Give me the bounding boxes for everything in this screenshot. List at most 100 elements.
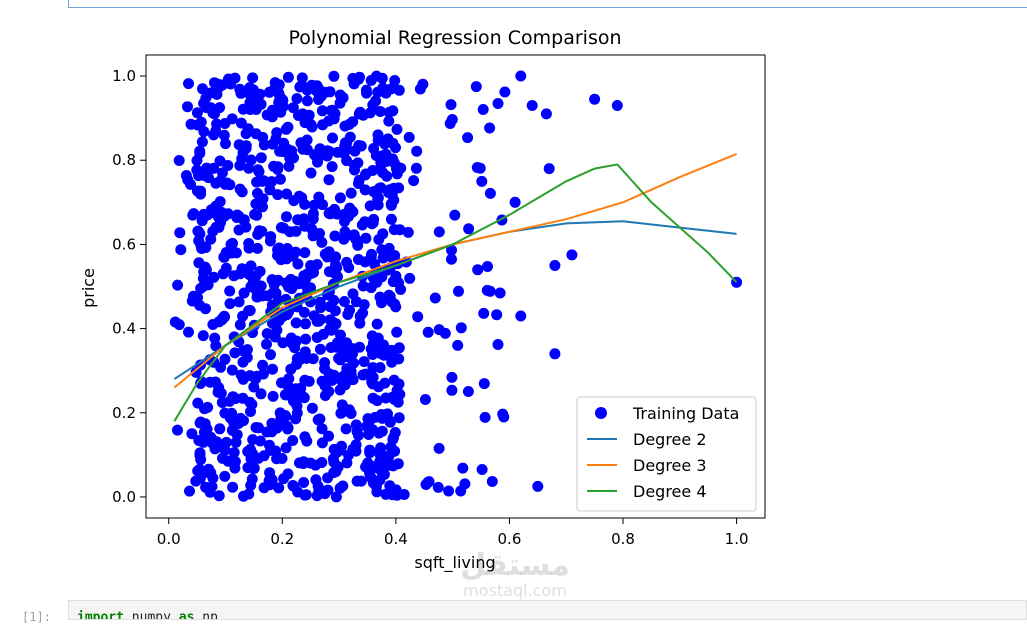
scatter-point <box>327 324 339 336</box>
scatter-point <box>402 226 414 238</box>
scatter-point <box>372 134 384 146</box>
scatter-point <box>220 138 231 150</box>
scatter-point <box>373 381 385 393</box>
scatter-point <box>394 224 406 236</box>
scatter-point <box>258 175 270 187</box>
scatter-point <box>288 195 300 207</box>
scatter-point <box>337 92 349 104</box>
scatter-point <box>328 369 340 381</box>
scatter-point <box>457 462 469 474</box>
scatter-point <box>299 247 311 259</box>
scatter-point <box>499 86 511 98</box>
scatter-point <box>334 192 346 204</box>
scatter-point <box>345 187 357 199</box>
scatter-point <box>209 332 221 344</box>
scatter-point <box>376 425 388 437</box>
scatter-point <box>455 322 467 334</box>
scatter-point <box>317 119 329 131</box>
scatter-point <box>532 480 544 492</box>
scatter-point <box>226 113 238 125</box>
code-editor[interactable]: import numpy as np <box>68 600 1027 620</box>
scatter-point <box>491 309 503 321</box>
scatter-point <box>433 442 445 454</box>
scatter-point <box>291 93 303 105</box>
scatter-point <box>234 183 246 195</box>
scatter-point <box>281 188 293 200</box>
scatter-point <box>280 253 292 264</box>
scatter-point <box>459 478 471 490</box>
scatter-point <box>197 330 209 342</box>
previous-cell-border <box>68 0 1027 8</box>
scatter-point <box>369 411 381 423</box>
scatter-point <box>317 328 329 340</box>
scatter-point <box>201 162 213 174</box>
code-keyword-import: import <box>77 610 124 620</box>
scatter-point <box>389 427 401 438</box>
y-tick-label: 0.8 <box>112 151 136 169</box>
code-keyword-as: as <box>178 610 195 620</box>
scatter-point <box>287 435 299 446</box>
scatter-point <box>308 199 320 211</box>
scatter-point <box>353 73 364 85</box>
scatter-point <box>433 324 445 336</box>
scatter-point <box>200 264 212 276</box>
scatter-point <box>389 445 401 457</box>
scatter-point <box>494 287 506 299</box>
scatter-point <box>445 99 457 111</box>
scatter-point <box>264 184 276 196</box>
y-axis-label: price <box>79 268 98 308</box>
scatter-point <box>526 100 538 111</box>
scatter-point <box>266 474 278 486</box>
scatter-point <box>589 93 601 105</box>
scatter-point <box>433 226 445 238</box>
scatter-point <box>291 335 302 347</box>
scatter-point <box>264 235 276 247</box>
scatter-point <box>282 121 294 133</box>
scatter-point <box>196 136 208 148</box>
scatter-point <box>364 200 376 212</box>
scatter-point <box>305 167 317 179</box>
scatter-point <box>341 457 353 469</box>
scatter-point <box>336 399 348 411</box>
x-tick-label: 0.0 <box>157 530 181 548</box>
scatter-point <box>412 311 424 323</box>
scatter-point <box>357 369 369 381</box>
scatter-point <box>244 82 256 94</box>
legend-label-degree2: Degree 2 <box>633 430 707 449</box>
scatter-point <box>371 318 383 330</box>
code-cell[interactable]: [1]: import numpy as np <box>0 600 1027 624</box>
scatter-point <box>316 105 328 117</box>
scatter-point <box>228 270 240 282</box>
scatter-point <box>326 161 338 173</box>
scatter-point <box>224 298 236 310</box>
scatter-point <box>287 102 299 114</box>
scatter-point <box>339 226 351 238</box>
scatter-point <box>200 102 212 114</box>
scatter-point <box>238 214 250 226</box>
y-axis: 0.0 0.2 0.4 0.6 0.8 1.0 <box>112 67 146 506</box>
scatter-point <box>385 213 397 225</box>
scatter-point <box>217 268 229 280</box>
scatter-point <box>277 94 289 106</box>
scatter-point <box>245 154 257 166</box>
scatter-point <box>476 175 488 187</box>
y-tick-label: 0.2 <box>112 404 136 422</box>
scatter-point <box>214 423 226 435</box>
scatter-point <box>340 423 352 435</box>
scatter-point <box>316 375 328 387</box>
scatter-point <box>355 475 367 487</box>
scatter-point <box>187 209 199 221</box>
scatter-point <box>252 187 263 199</box>
series-line-degree-4 <box>173 163 738 422</box>
scatter-point <box>339 379 351 391</box>
scatter-point <box>210 376 221 388</box>
scatter-point <box>471 162 483 173</box>
scatter-point <box>389 75 401 86</box>
scatter-point <box>479 411 491 423</box>
scatter-point <box>323 430 335 442</box>
scatter-point <box>484 122 496 134</box>
scatter-point <box>291 407 303 419</box>
scatter-point <box>611 100 623 111</box>
scatter-point <box>215 387 227 399</box>
legend-box <box>576 396 757 512</box>
